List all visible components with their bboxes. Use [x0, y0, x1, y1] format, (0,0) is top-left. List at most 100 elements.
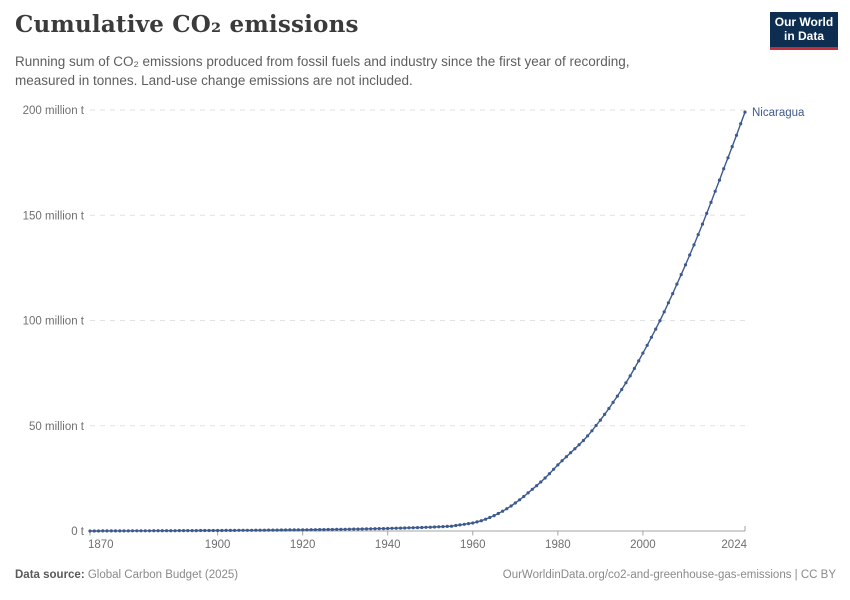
data-point[interactable]: [156, 529, 160, 533]
data-point[interactable]: [152, 529, 156, 533]
data-point[interactable]: [199, 528, 203, 533]
data-point[interactable]: [654, 327, 658, 331]
data-point[interactable]: [539, 480, 543, 484]
data-point[interactable]: [607, 406, 611, 411]
data-point[interactable]: [505, 507, 509, 511]
data-point[interactable]: [207, 528, 211, 533]
data-point[interactable]: [449, 524, 454, 528]
data-point[interactable]: [518, 498, 522, 502]
data-point[interactable]: [645, 343, 649, 347]
data-point[interactable]: [428, 525, 432, 529]
data-point[interactable]: [267, 528, 271, 532]
data-point[interactable]: [394, 526, 398, 530]
data-point[interactable]: [237, 528, 241, 532]
data-point[interactable]: [126, 529, 130, 533]
data-point[interactable]: [169, 529, 173, 533]
data-point[interactable]: [390, 526, 394, 530]
data-point[interactable]: [296, 528, 300, 532]
data-point[interactable]: [671, 292, 675, 296]
data-point[interactable]: [598, 418, 603, 422]
data-point[interactable]: [373, 527, 377, 531]
data-point[interactable]: [173, 529, 177, 533]
data-point[interactable]: [632, 366, 637, 371]
data-point[interactable]: [679, 273, 683, 277]
data-point[interactable]: [624, 381, 628, 385]
data-point[interactable]: [564, 455, 569, 459]
data-point[interactable]: [190, 529, 194, 533]
data-point[interactable]: [182, 529, 186, 533]
data-point[interactable]: [722, 167, 726, 171]
data-point[interactable]: [739, 122, 743, 126]
data-point[interactable]: [377, 527, 381, 531]
data-point[interactable]: [603, 412, 607, 416]
data-point[interactable]: [458, 523, 462, 527]
data-point[interactable]: [177, 529, 181, 533]
data-point[interactable]: [347, 527, 351, 531]
data-point[interactable]: [318, 528, 322, 532]
data-point[interactable]: [743, 110, 747, 114]
data-point[interactable]: [130, 529, 135, 533]
data-point[interactable]: [590, 429, 594, 433]
data-point[interactable]: [734, 133, 739, 137]
data-point[interactable]: [96, 529, 101, 533]
data-point[interactable]: [216, 528, 220, 533]
data-point[interactable]: [569, 451, 573, 455]
data-point[interactable]: [658, 319, 662, 323]
data-point[interactable]: [420, 525, 424, 530]
data-point[interactable]: [101, 529, 105, 533]
data-point[interactable]: [220, 528, 224, 533]
data-point[interactable]: [356, 527, 360, 531]
data-point[interactable]: [488, 515, 492, 520]
data-point[interactable]: [381, 527, 386, 531]
data-point[interactable]: [513, 501, 517, 505]
data-point[interactable]: [535, 484, 539, 488]
data-point[interactable]: [411, 526, 415, 530]
data-point[interactable]: [501, 509, 505, 513]
data-point[interactable]: [560, 459, 564, 463]
data-point[interactable]: [113, 529, 118, 533]
data-point[interactable]: [492, 514, 496, 518]
data-point[interactable]: [284, 528, 288, 532]
data-point[interactable]: [496, 511, 500, 516]
data-point[interactable]: [254, 528, 258, 532]
data-point[interactable]: [445, 524, 449, 529]
data-point[interactable]: [552, 467, 556, 471]
data-point[interactable]: [581, 438, 586, 443]
data-point[interactable]: [696, 233, 700, 237]
data-point[interactable]: [509, 504, 513, 508]
owid-logo[interactable]: Our World in Data: [770, 12, 838, 50]
data-point[interactable]: [301, 528, 305, 532]
data-point[interactable]: [709, 200, 713, 204]
data-point[interactable]: [305, 528, 309, 532]
data-point[interactable]: [407, 526, 411, 530]
data-point[interactable]: [462, 522, 466, 526]
data-point[interactable]: [526, 491, 530, 495]
data-point[interactable]: [92, 529, 96, 533]
data-point[interactable]: [165, 529, 169, 533]
data-point[interactable]: [530, 487, 534, 491]
data-point[interactable]: [224, 528, 228, 533]
data-point[interactable]: [556, 463, 560, 467]
data-point[interactable]: [369, 527, 373, 531]
data-point[interactable]: [360, 527, 364, 531]
data-point[interactable]: [250, 528, 254, 532]
data-point[interactable]: [309, 528, 313, 532]
data-point[interactable]: [675, 282, 679, 286]
data-point[interactable]: [547, 472, 552, 476]
data-point[interactable]: [628, 374, 632, 378]
data-point[interactable]: [637, 359, 641, 363]
data-point[interactable]: [454, 523, 458, 528]
data-point[interactable]: [713, 189, 717, 193]
data-point[interactable]: [326, 527, 330, 532]
data-point[interactable]: [203, 528, 207, 533]
data-point[interactable]: [692, 243, 696, 247]
data-point[interactable]: [118, 529, 122, 533]
data-point[interactable]: [415, 526, 420, 530]
data-point[interactable]: [705, 211, 709, 215]
data-point[interactable]: [437, 525, 441, 529]
data-point[interactable]: [339, 527, 343, 532]
series-label[interactable]: Nicaragua: [752, 107, 805, 119]
data-point[interactable]: [683, 263, 688, 267]
data-point[interactable]: [386, 526, 390, 531]
